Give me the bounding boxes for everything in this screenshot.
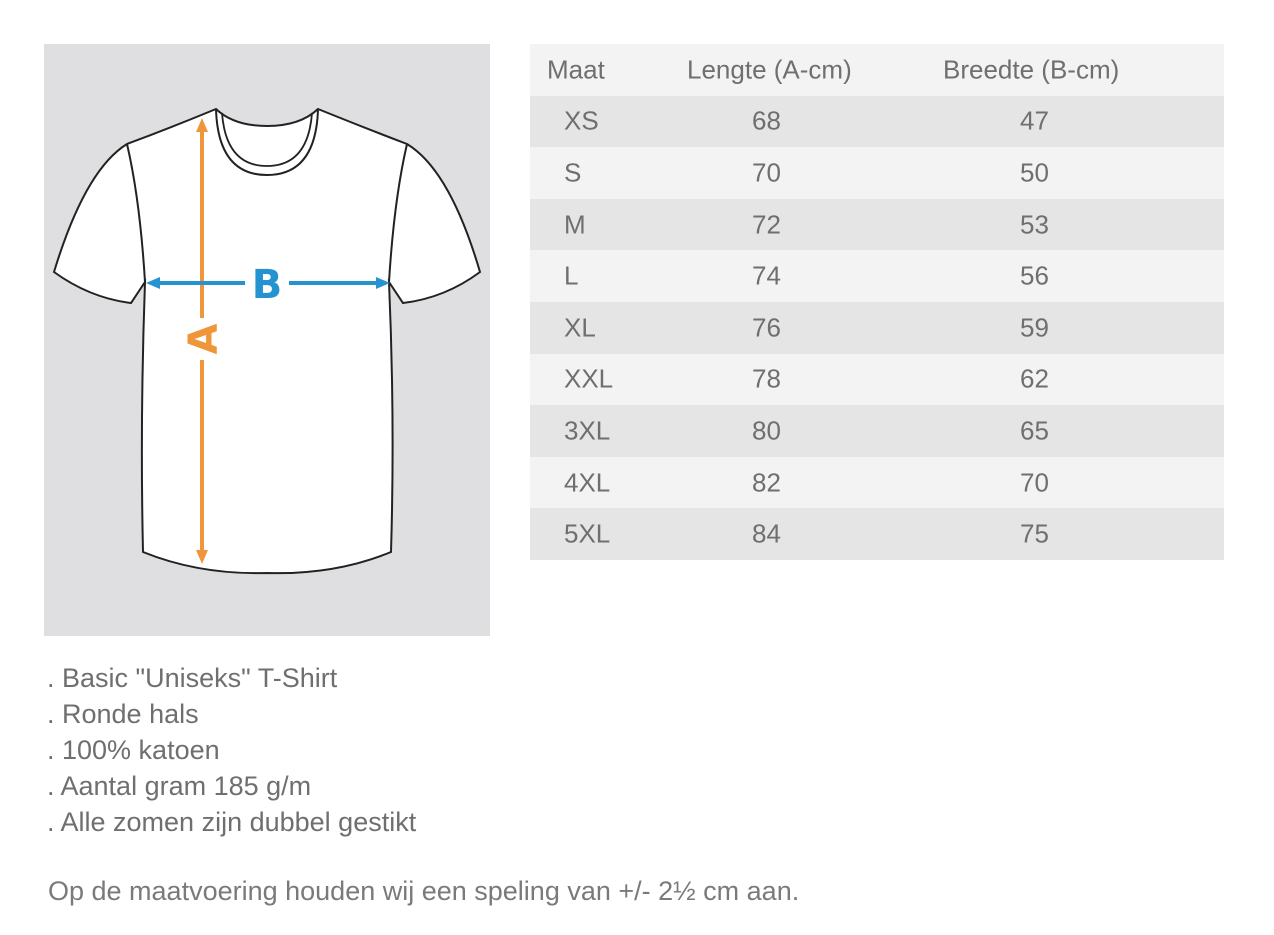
cell-size: M	[564, 209, 586, 240]
cell-width: 53	[1020, 209, 1049, 240]
feature-item: . Ronde hals	[47, 699, 199, 729]
arrow-a	[196, 118, 208, 564]
cell-length: 82	[752, 467, 781, 498]
header-size: Maat	[547, 54, 605, 85]
table-row: L 74 56	[530, 250, 1224, 302]
cell-width: 50	[1020, 157, 1049, 188]
cell-width: 59	[1020, 312, 1049, 343]
cell-width: 70	[1020, 467, 1049, 498]
feature-item: . Aantal gram 185 g/m	[47, 771, 312, 801]
cell-length: 68	[752, 105, 781, 136]
tolerance-note: Op de maatvoering houden wij een speling…	[48, 876, 800, 906]
cell-length: 84	[752, 518, 781, 549]
table-row: M 72 53	[530, 198, 1224, 251]
cell-size: 3XL	[564, 415, 611, 446]
cell-width: 75	[1020, 518, 1049, 549]
cell-size: XL	[564, 312, 596, 343]
table-row: 3XL 80 65	[530, 405, 1224, 457]
cell-size: 5XL	[564, 518, 611, 549]
cell-length: 72	[752, 209, 781, 240]
label-a: A	[181, 323, 227, 354]
cell-length: 80	[752, 415, 781, 446]
table-row: XS 68 47	[530, 95, 1224, 148]
arrow-b	[146, 277, 390, 289]
cell-width: 56	[1020, 260, 1049, 291]
cell-size: L	[564, 260, 579, 291]
table-row: XXL 78 62	[530, 353, 1224, 406]
table-row: XL 76 59	[530, 301, 1224, 354]
collar	[215, 108, 319, 177]
table-row: 5XL 84 75	[530, 508, 1224, 560]
feature-item: . 100% katoen	[47, 735, 220, 765]
cell-length: 70	[752, 157, 781, 188]
cell-width: 47	[1020, 105, 1049, 136]
cell-length: 76	[752, 312, 781, 343]
cell-size: XXL	[564, 363, 614, 394]
cell-size: 4XL	[564, 467, 611, 498]
label-b: B	[252, 262, 283, 308]
header-length: Lengte (A-cm)	[687, 54, 852, 85]
cell-length: 78	[752, 363, 781, 394]
tshirt-icon: A B	[52, 107, 482, 575]
table-header: Maat Lengte (A-cm) Breedte (B-cm)	[530, 44, 1224, 96]
feature-item: . Basic "Uniseks" T-Shirt	[47, 663, 338, 693]
cell-size: XS	[564, 105, 599, 136]
cell-width: 62	[1020, 363, 1049, 394]
cell-length: 74	[752, 260, 781, 291]
table-row: S 70 50	[530, 147, 1224, 199]
tshirt-diagram-panel: A B	[44, 44, 490, 636]
size-table: Maat Lengte (A-cm) Breedte (B-cm) XS 68 47…	[530, 44, 1224, 560]
cell-width: 65	[1020, 415, 1049, 446]
table-row: 4XL 82 70	[530, 456, 1224, 509]
header-width: Breedte (B-cm)	[943, 54, 1120, 85]
feature-item: . Alle zomen zijn dubbel gestikt	[47, 807, 417, 837]
feature-list: . Basic "Uniseks" T-Shirt . Ronde hals .…	[47, 660, 416, 840]
tshirt-outline	[52, 107, 482, 575]
cell-size: S	[564, 157, 582, 188]
